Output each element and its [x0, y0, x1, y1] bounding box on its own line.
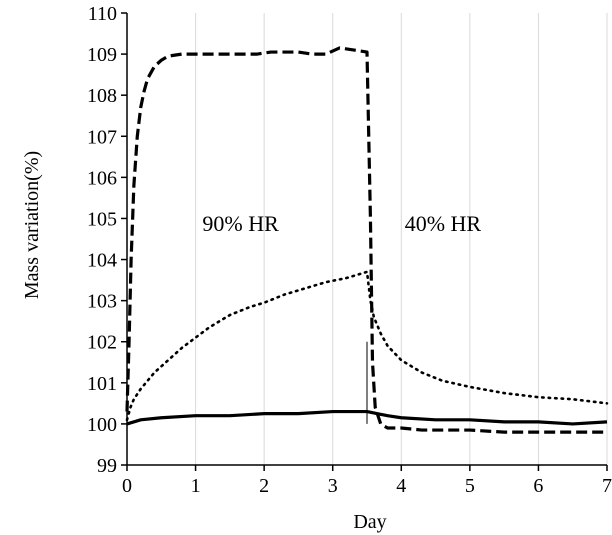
y-tick-label-103: 103	[87, 291, 117, 313]
y-tick-label-99: 99	[97, 455, 117, 477]
tick-labels: 99 100 101 102 103 104 105 106 107 108 109 110 0 1 2 3 4…	[87, 3, 612, 497]
x-tick-label-0: 0	[122, 475, 132, 497]
series-lines	[125, 46, 609, 434]
x-tick-label-1: 1	[191, 475, 201, 497]
x-tick-label-4: 4	[396, 475, 406, 497]
y-axis-title: Mass variation(%)	[21, 151, 43, 299]
x-tick-label-7: 7	[602, 475, 612, 497]
x-axis-title: Day	[353, 511, 386, 533]
y-tick-label-109: 109	[87, 44, 117, 66]
y-tick-label-106: 106	[87, 167, 117, 189]
annotation-40-hr: 40% HR	[405, 211, 482, 236]
series-line-solid	[126, 409, 608, 426]
x-tick-label-6: 6	[533, 475, 543, 497]
x-tick-label-2: 2	[259, 475, 269, 497]
series-line-dotted	[125, 270, 609, 422]
x-tick-label-5: 5	[465, 475, 475, 497]
y-tick-label-102: 102	[87, 332, 117, 354]
y-tick-label-101: 101	[87, 373, 117, 395]
y-tick-label-105: 105	[87, 208, 117, 230]
annotation-90-hr: 90% HR	[202, 211, 279, 236]
axes	[121, 12, 608, 471]
y-tick-label-108: 108	[87, 85, 117, 107]
y-tick-label-104: 104	[87, 250, 117, 272]
gridlines	[195, 13, 608, 465]
y-tick-label-100: 100	[87, 414, 117, 436]
y-tick-label-107: 107	[87, 126, 117, 148]
series-line-dashed	[125, 46, 607, 434]
y-tick-label-110: 110	[88, 3, 117, 25]
x-tick-label-3: 3	[328, 475, 338, 497]
